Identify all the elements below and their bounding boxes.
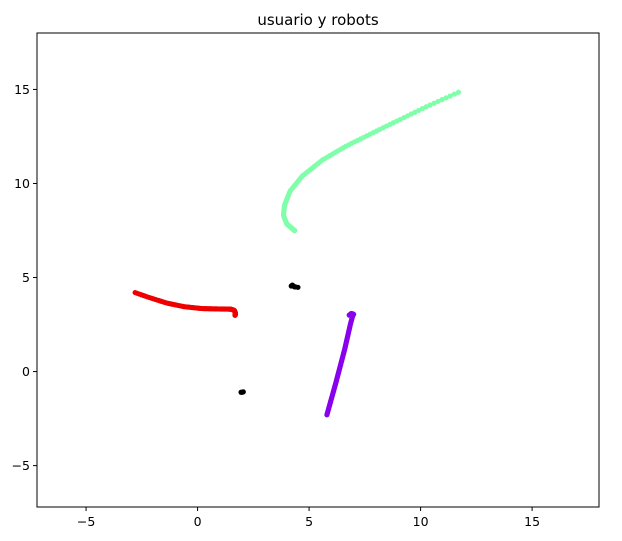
series-2 <box>324 310 357 418</box>
x-tick-label: 5 <box>305 514 313 529</box>
data-point <box>427 102 433 108</box>
data-point <box>447 93 453 99</box>
plot-frame <box>36 32 600 508</box>
data-point <box>439 97 445 103</box>
data-point <box>451 91 457 97</box>
chart-title: usuario y robots <box>257 11 379 29</box>
data-point <box>289 282 295 288</box>
data-points <box>132 89 462 418</box>
data-point <box>431 100 437 106</box>
data-point <box>455 89 462 95</box>
y-tick-label: 10 <box>14 176 30 191</box>
series-0 <box>280 89 462 234</box>
x-tick-label: 15 <box>524 514 540 529</box>
x-tick-label: −5 <box>77 514 95 529</box>
y-tick-label: 5 <box>22 270 30 285</box>
series-3 <box>238 282 301 395</box>
data-point <box>443 95 449 101</box>
x-tick-label: 10 <box>413 514 429 529</box>
data-point <box>232 312 238 318</box>
data-point <box>240 389 246 395</box>
series-1 <box>132 289 239 318</box>
y-tick-label: 0 <box>22 364 30 379</box>
axes: −5 0 5 10 15 −5 0 5 10 15 <box>12 82 540 529</box>
data-point <box>423 104 429 110</box>
data-point <box>346 312 352 318</box>
y-tick-label: 15 <box>14 82 30 97</box>
x-tick-label: 0 <box>194 514 202 529</box>
y-tick-label: −5 <box>12 458 30 473</box>
data-point <box>435 98 441 105</box>
